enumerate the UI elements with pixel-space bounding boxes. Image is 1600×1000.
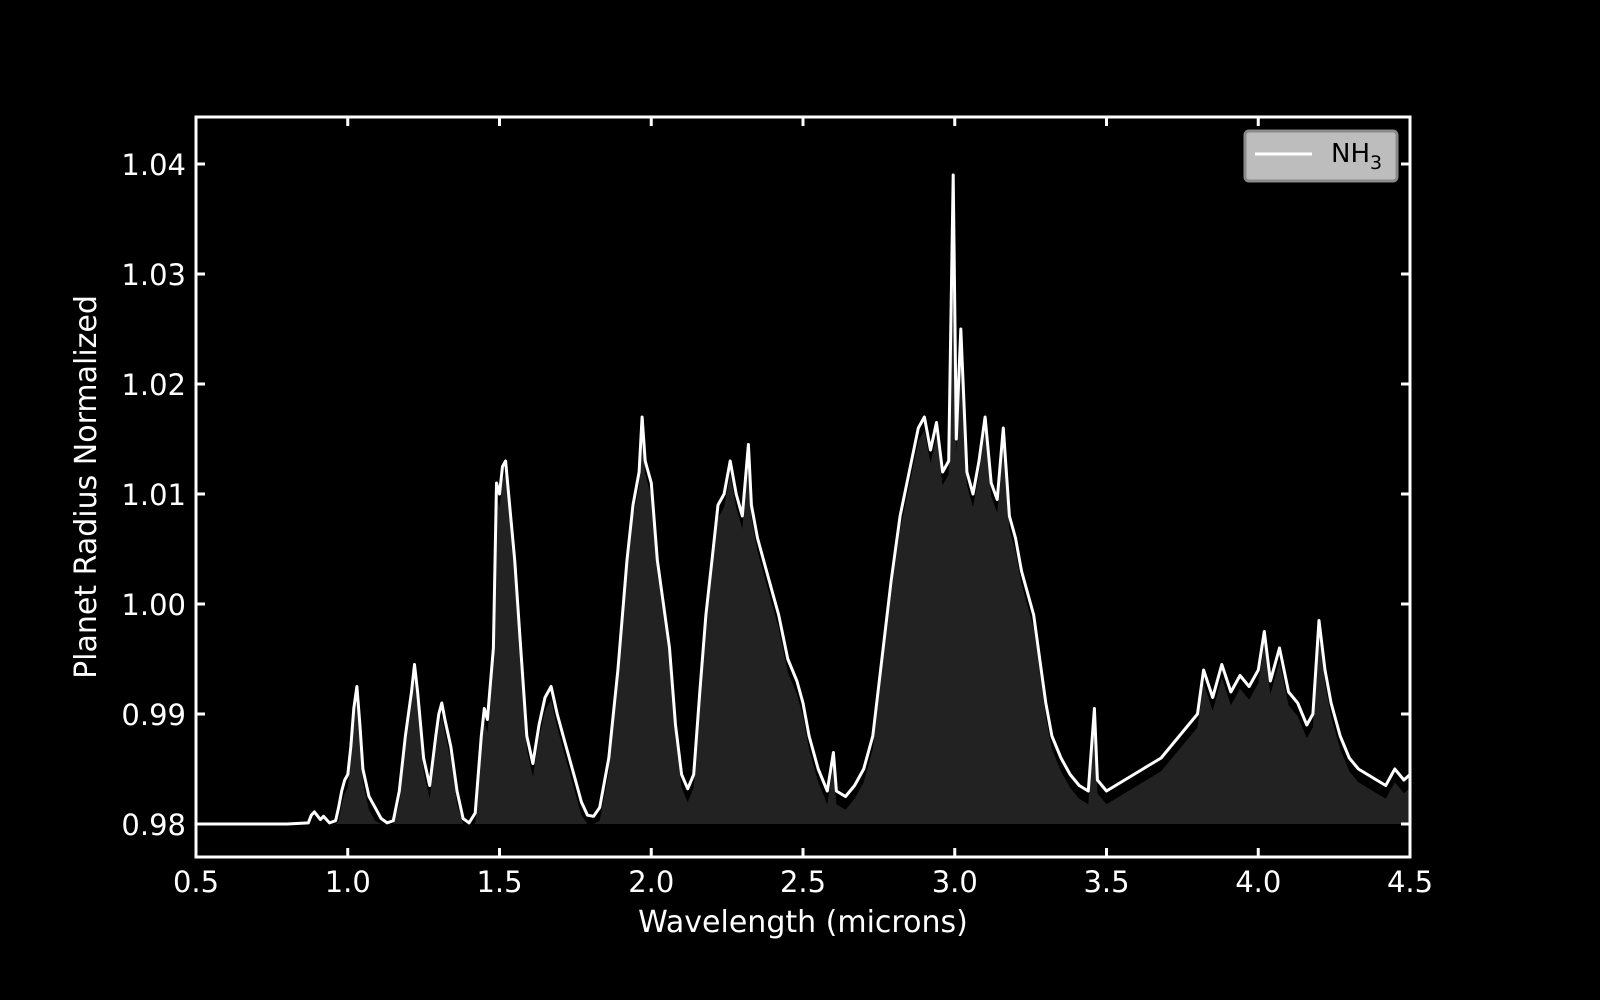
- legend-label-main: NH: [1331, 139, 1370, 169]
- x-tick-label: 1.5: [476, 865, 522, 899]
- y-tick-label: 1.04: [121, 148, 186, 182]
- nh3-spectrum-line: [196, 173, 1412, 826]
- x-tick-label: 2.5: [780, 865, 826, 899]
- legend-box: [1243, 129, 1399, 183]
- absorption-area-fill: [196, 188, 1410, 824]
- x-tick-label: 4.5: [1387, 865, 1433, 899]
- y-tick-label: 1.00: [121, 588, 186, 622]
- y-tick-label: 0.98: [121, 808, 186, 842]
- legend-label-subscript: 3: [1370, 152, 1382, 174]
- x-axis-ticks: 0.5 1.0 1.5 2.0 2.5 3.0 3.5 4.0 4.5: [173, 117, 1433, 899]
- x-tick-label: 4.0: [1235, 865, 1281, 899]
- y-tick-label: 1.02: [121, 368, 186, 402]
- legend: NH3: [1243, 129, 1399, 183]
- y-tick-label: 0.99: [121, 698, 186, 732]
- y-axis-label: Planet Radius Normalized: [69, 295, 104, 679]
- x-tick-label: 0.5: [173, 865, 219, 899]
- x-axis-label: Wavelength (microns): [638, 905, 968, 940]
- x-tick-label: 3.0: [932, 865, 978, 899]
- y-tick-label: 1.03: [121, 258, 186, 292]
- x-tick-label: 2.0: [628, 865, 674, 899]
- y-axis-ticks: 0.98 0.99 1.00 1.01 1.02 1.03 1.04: [121, 148, 1410, 842]
- plot-area: [196, 173, 1412, 826]
- x-tick-label: 1.0: [325, 865, 371, 899]
- x-tick-label: 3.5: [1083, 865, 1129, 899]
- y-tick-label: 1.01: [121, 478, 186, 512]
- legend-label: NH3: [1331, 139, 1382, 174]
